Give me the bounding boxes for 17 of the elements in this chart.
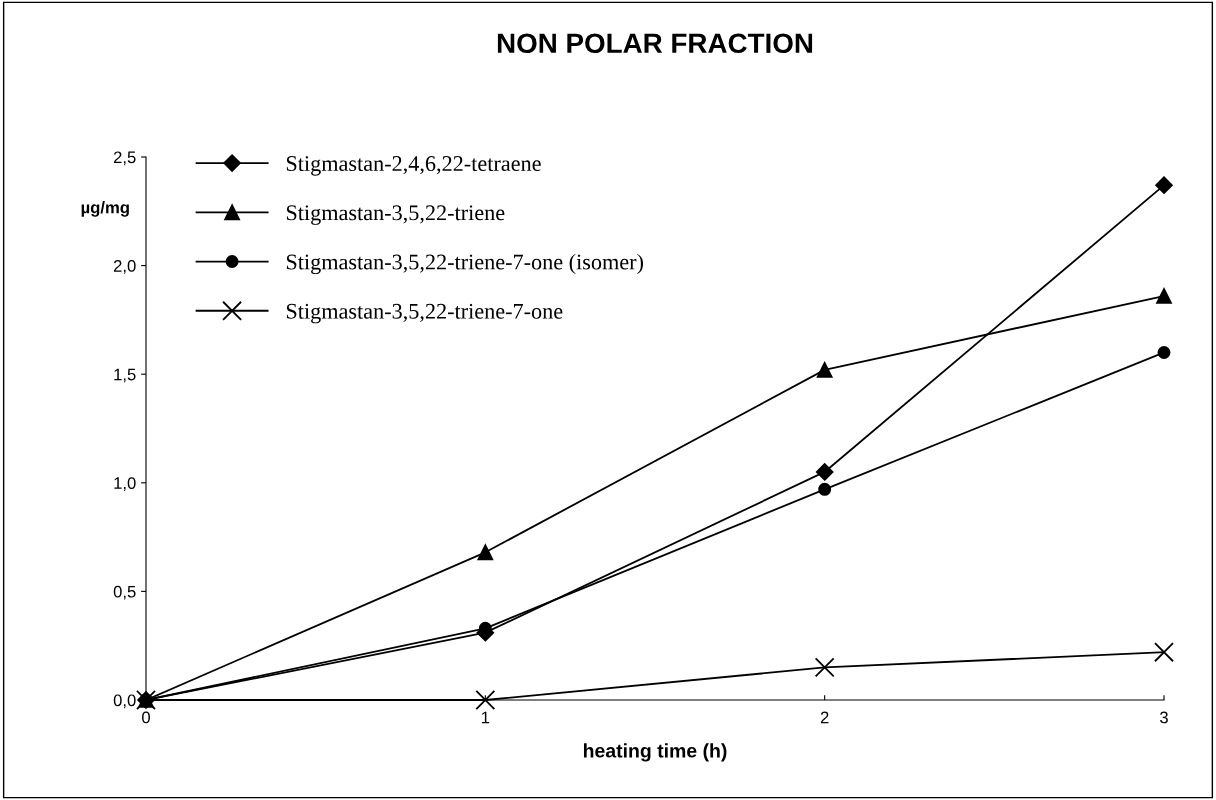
x-tick-label: 1 (481, 711, 490, 724)
y-axis-title: µg/mg (81, 201, 129, 217)
y-tick-label: 1,0 (114, 477, 136, 491)
chart-title: NON POLAR FRACTION (497, 33, 813, 54)
y-tick-label: 0,0 (113, 694, 136, 709)
legend-label: Stigmastan-3,5,22-triene-7-one (286, 303, 563, 324)
y-tick-label: 0,5 (113, 585, 136, 600)
x-axis-title: heating time (h) (583, 743, 727, 762)
legend-label: Stigmastan-2,4,6,22-tetraene (286, 156, 541, 176)
legend-label: Stigmastan-3,5,22-triene-7-one (isomer) (286, 253, 643, 275)
legend-label: Stigmastan-3,5,22-triene (286, 205, 505, 225)
x-tick-label: 3 (1160, 711, 1168, 724)
x-tick-label: 2 (820, 711, 829, 724)
y-tick-label: 2,5 (113, 151, 136, 166)
x-tick-label: 0 (142, 711, 150, 724)
y-tick-label: 1,5 (114, 368, 136, 383)
y-tick-label: 2,0 (113, 260, 136, 274)
